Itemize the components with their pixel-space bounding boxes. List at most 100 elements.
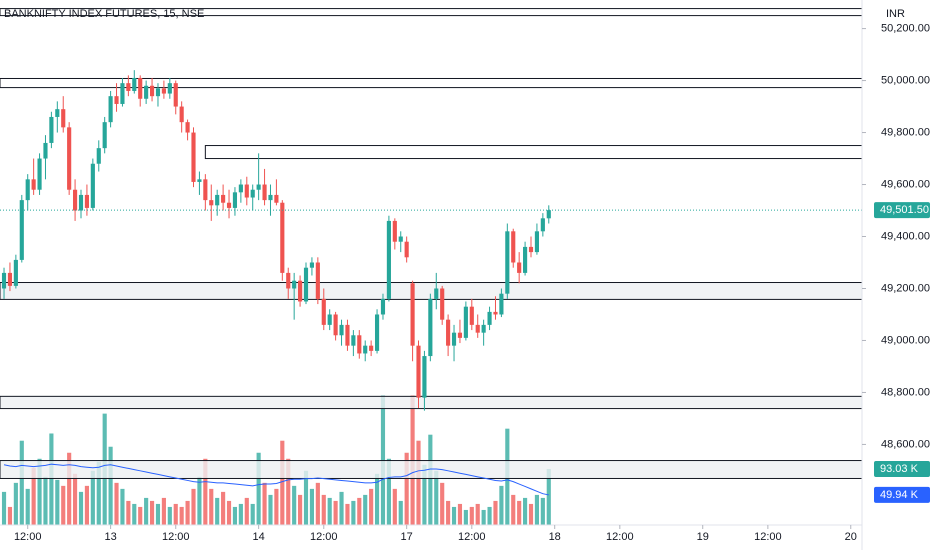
volume-bar: [96, 461, 101, 525]
candle-body: [132, 77, 137, 91]
candle-body: [256, 184, 261, 190]
volume-bar: [351, 500, 356, 525]
volume-bar: [493, 500, 498, 525]
volume-bar: [298, 494, 303, 525]
candle-body: [215, 194, 220, 206]
last-volume-label: 93.03 K: [880, 463, 919, 475]
last-ma-label: 49.94 K: [880, 489, 919, 501]
volume-bar: [19, 440, 24, 525]
candle-body: [7, 272, 13, 286]
x-tick-label: 12:00: [606, 531, 634, 543]
volume-bar: [286, 458, 291, 525]
plot: [0, 8, 876, 525]
volume-bar: [440, 482, 445, 525]
volume-bar: [25, 488, 30, 525]
candle-body: [19, 200, 24, 260]
volume-bar: [451, 506, 457, 525]
candle-body: [434, 288, 439, 299]
volume-bar: [446, 500, 451, 525]
x-tick-label: 12:00: [162, 531, 190, 543]
volume-bar: [540, 497, 545, 525]
candle-body: [90, 163, 95, 208]
volume-bar: [144, 497, 149, 525]
volume-bar: [37, 458, 42, 525]
volume-bar: [262, 482, 267, 525]
candle-body: [528, 246, 534, 253]
y-tick-label: 49,600.00: [881, 178, 930, 190]
candle-body: [250, 189, 255, 198]
volume-bar: [369, 488, 374, 525]
candle-body: [232, 192, 238, 208]
candle-body: [351, 335, 356, 346]
y-tick-label: 50,200.00: [881, 22, 930, 34]
currency: INR: [886, 8, 905, 20]
volume-bar: [523, 497, 528, 525]
volume-bar: [475, 503, 480, 525]
candle-body: [475, 324, 480, 333]
x-tick-label: 20: [845, 531, 857, 543]
volume-bar: [61, 485, 66, 525]
volume-bar: [434, 470, 439, 525]
candle-body: [446, 319, 451, 346]
candle-body: [546, 210, 551, 219]
candle-body: [286, 272, 291, 289]
axis: 50,200.00 50,000.00 49,800.00 49,600.00 49,4…: [14, 22, 930, 543]
volume-bar: [84, 485, 89, 525]
volume-bar: [339, 491, 344, 525]
y-tick-label: 49,400.00: [881, 230, 930, 242]
volume-bar: [108, 446, 113, 525]
candle-body: [197, 179, 202, 182]
volume-bar: [13, 482, 18, 525]
volume-bar: [149, 500, 155, 525]
volume-bar: [292, 485, 297, 525]
y-tick-label: 48,800.00: [881, 386, 930, 398]
y-tick-label: 49,000.00: [881, 334, 930, 346]
candle-body: [108, 96, 113, 123]
x-tick-label: 17: [401, 531, 413, 543]
volume-bar: [309, 488, 314, 525]
zone: [204, 145, 876, 160]
volume-bar: [303, 470, 309, 525]
candle-body: [138, 77, 143, 99]
volume-bar: [132, 503, 137, 525]
candle-body: [345, 324, 350, 346]
volume-bar: [256, 452, 261, 525]
x-tick-label: 18: [549, 531, 561, 543]
candle-body: [303, 267, 309, 302]
candle-body: [374, 314, 380, 351]
volume-bar: [469, 506, 474, 525]
volume-bar: [215, 497, 220, 525]
candle-body: [339, 324, 344, 336]
candle-body: [481, 324, 486, 333]
volume-bar: [31, 467, 36, 525]
volume-bar: [321, 494, 326, 525]
volume-bar: [428, 434, 433, 525]
volume-bar: [517, 500, 522, 525]
candle-body: [114, 96, 119, 104]
candle-body: [416, 345, 421, 398]
volume-bar: [179, 506, 184, 525]
candle-body: [428, 298, 433, 357]
candle-body: [55, 109, 60, 117]
volume-bar: [392, 488, 397, 525]
volume-ma-line: [3, 463, 549, 496]
volume-bar: [345, 503, 350, 525]
last-price-label: 49,501.50: [880, 204, 929, 216]
candle-body: [298, 280, 303, 302]
volume-bar: [357, 497, 362, 525]
candle-body: [398, 236, 403, 242]
volume-bar: [511, 494, 516, 525]
candle-body: [126, 83, 131, 91]
x-tick-label: 13: [104, 531, 116, 543]
candle-body: [209, 200, 214, 206]
volume-bar: [546, 468, 551, 525]
volume-bar: [481, 509, 486, 525]
volume-bar: [250, 503, 255, 525]
candle-body: [517, 262, 522, 273]
candle-body: [244, 184, 249, 198]
candle-body: [120, 83, 125, 104]
candle-body: [540, 218, 545, 232]
candle-body: [363, 345, 368, 354]
candle-body: [268, 194, 273, 201]
